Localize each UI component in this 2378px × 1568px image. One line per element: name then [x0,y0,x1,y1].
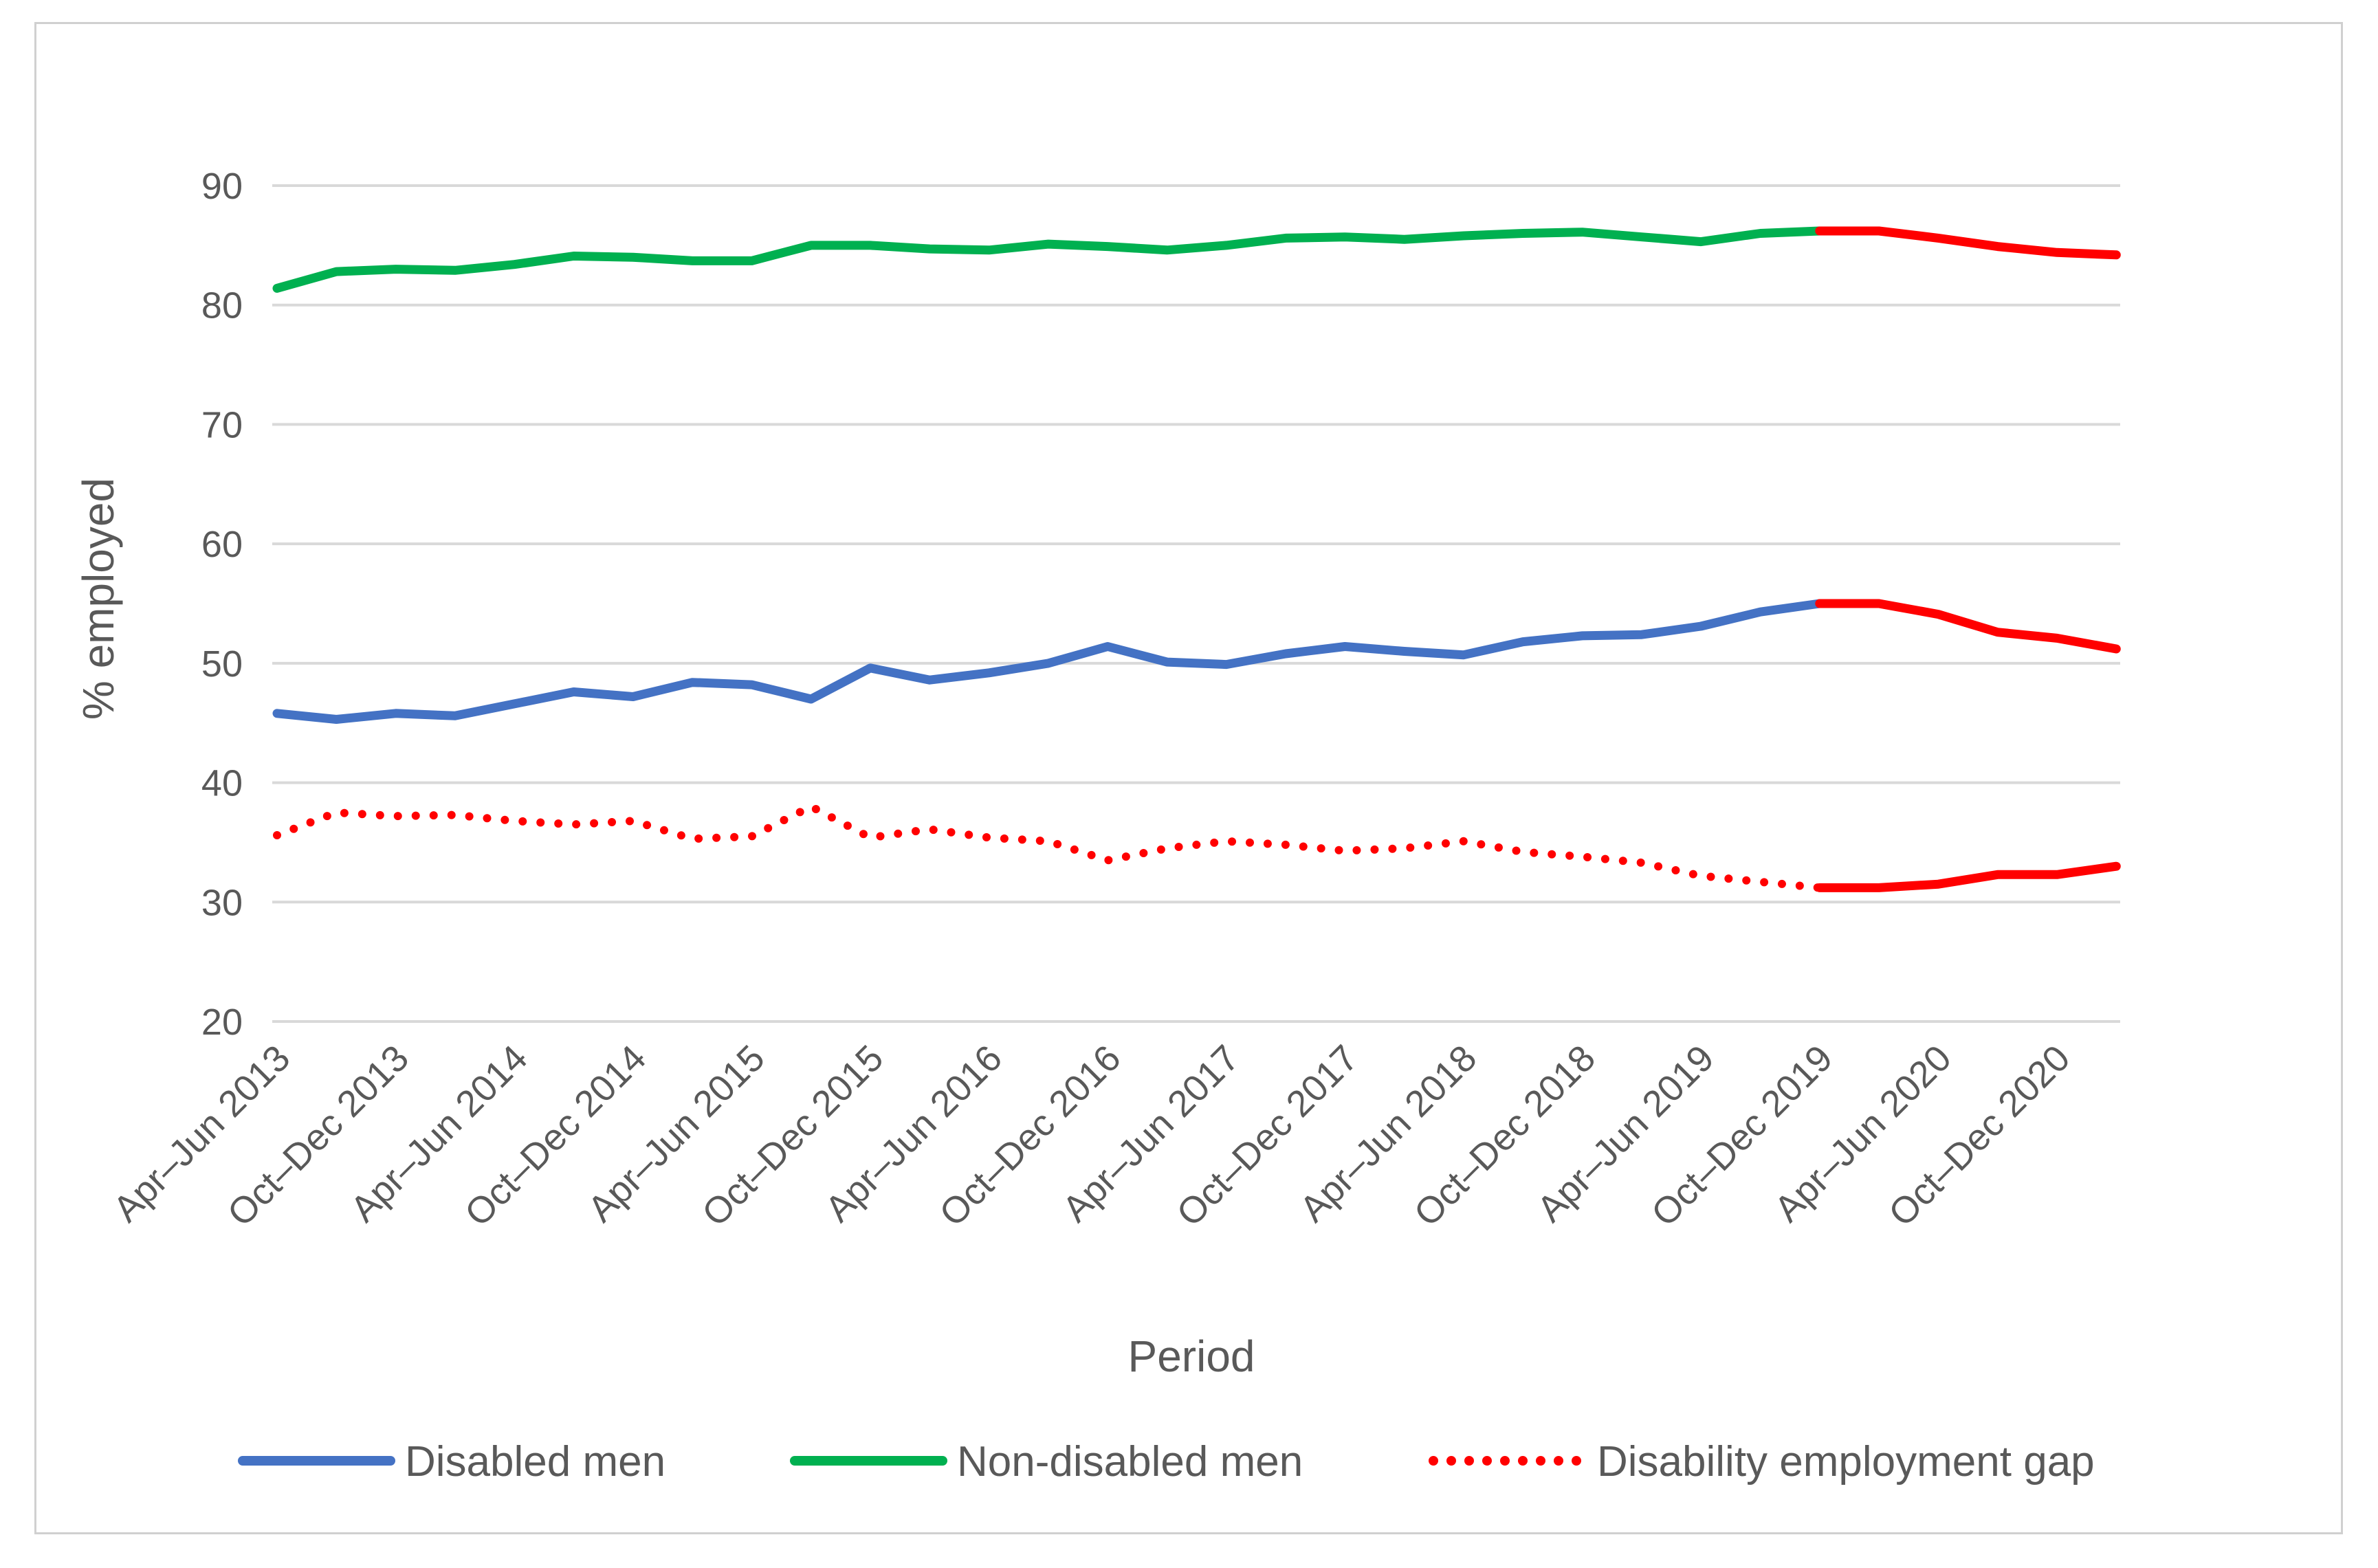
data-point-disability-employment-gap-10 [870,837,871,839]
y-tick-label-20: 20 [201,1002,243,1043]
data-point-disability-employment-gap-18 [1344,850,1345,852]
legend-label-non-disabled-men: Non-disabled men [957,1438,1303,1486]
data-point-disability-employment-gap-15 [1167,848,1168,849]
y-tick-label-60: 60 [201,524,243,565]
series-line-disability-employment-gap-highlight [1815,861,2121,892]
y-tick-label-50: 50 [201,643,243,685]
y-tick-label-70: 70 [201,404,243,445]
data-point-disability-employment-gap-4 [514,820,515,821]
series-line-non-disabled-men-highlight [1815,226,2121,260]
series-line-non-disabled-men [272,226,1825,293]
data-point-disability-employment-gap-13 [1048,841,1049,842]
data-point-disability-employment-gap-21 [1522,851,1523,852]
legend: Disabled men Non-disabled men Disability… [238,1438,2095,1486]
data-point-disability-employment-gap-16 [1226,841,1227,842]
data-point-disability-employment-gap-1 [335,812,337,813]
x-axis-title: Period [1128,1332,1255,1381]
data-point-disability-employment-gap-22 [1582,856,1583,857]
legend-label-disability-employment-gap: Disability employment gap [1597,1438,2095,1486]
data-point-disability-employment-gap-24 [1700,875,1702,876]
y-tick-label-30: 30 [201,882,243,923]
legend-label-disabled-men: Disabled men [405,1438,665,1486]
series-lines [272,226,2121,892]
chart-frame: 20 30 40 50 60 70 80 90 Apr–Jun 2013 Oct–Dec 201… [34,22,2343,1534]
y-tick-label-40: 40 [201,763,243,804]
y-axis-title: % employed [74,478,123,720]
gridlines [272,184,2120,1023]
y-tick-label-90: 90 [201,166,243,207]
series-line-disabled-men [272,599,1825,724]
y-axis-ticks: 20 30 40 50 60 70 80 90 [201,166,243,1043]
data-point-disability-employment-gap-7 [692,838,693,839]
y-tick-label-80: 80 [201,285,243,327]
legend-item-disability-employment-gap: Disability employment gap [1429,1438,2095,1486]
data-point-disability-employment-gap-9 [811,806,812,807]
data-point-disability-employment-gap-19 [1404,848,1405,849]
series-line-disability-employment-gap [273,802,1824,892]
legend-item-disabled-men: Disabled men [238,1438,665,1486]
series-line-disabled-men-highlight [1815,599,2121,654]
legend-item-non-disabled-men: Non-disabled men [790,1438,1303,1486]
